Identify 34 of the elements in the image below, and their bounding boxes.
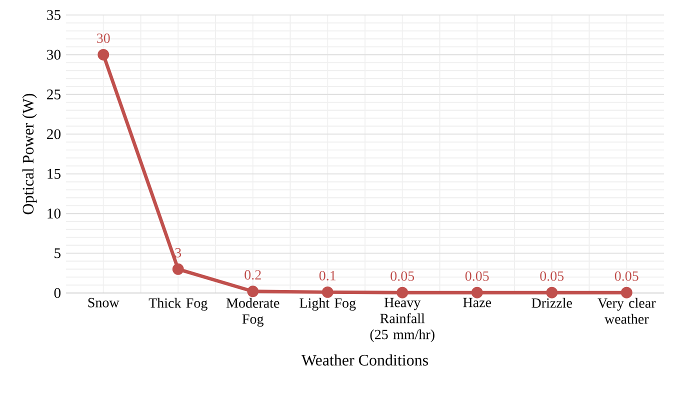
data-label: 0.05	[390, 271, 414, 281]
data-label: 0.2	[244, 270, 261, 280]
point	[546, 286, 558, 298]
x-tick-label: Drizzle	[532, 298, 572, 308]
data-label: 30	[97, 34, 110, 43]
data-label: 0.05	[614, 271, 638, 281]
data-label: 0.05	[540, 271, 564, 281]
y-tick-label: 10	[48, 208, 61, 219]
y-tick-label: 25	[47, 90, 60, 100]
y-tick-label: 20	[47, 129, 61, 140]
point	[396, 286, 408, 298]
x-tick-label: Heavy Rainfall (25 mm/hr)	[370, 298, 434, 342]
data-label: 0.1	[319, 270, 336, 280]
point	[247, 286, 259, 298]
point	[98, 48, 110, 60]
y-tick-label: 30	[47, 50, 61, 60]
x-axis-title: Weather Conditions	[301, 354, 428, 366]
data-label: 0.05	[465, 271, 489, 281]
x-tick-label: Moderate Fog	[226, 298, 280, 327]
y-tick-label: 5	[54, 248, 60, 258]
x-tick-label: Thick Fog	[148, 298, 208, 311]
point	[322, 286, 334, 298]
y-tick-label: 15	[48, 168, 60, 179]
x-tick-label: Very clear weather	[598, 298, 656, 324]
point	[620, 286, 632, 298]
data-label: 3	[175, 248, 182, 258]
point	[471, 286, 483, 298]
y-tick-label: 0	[54, 288, 61, 298]
y-axis-title: Optical Power (W)	[22, 94, 37, 214]
y-tick-label: 35	[47, 10, 60, 20]
x-tick-label: Snow	[88, 298, 120, 308]
x-tick-label: Light Fog	[300, 298, 356, 311]
point	[172, 263, 184, 275]
x-tick-label: Haze	[463, 298, 492, 308]
